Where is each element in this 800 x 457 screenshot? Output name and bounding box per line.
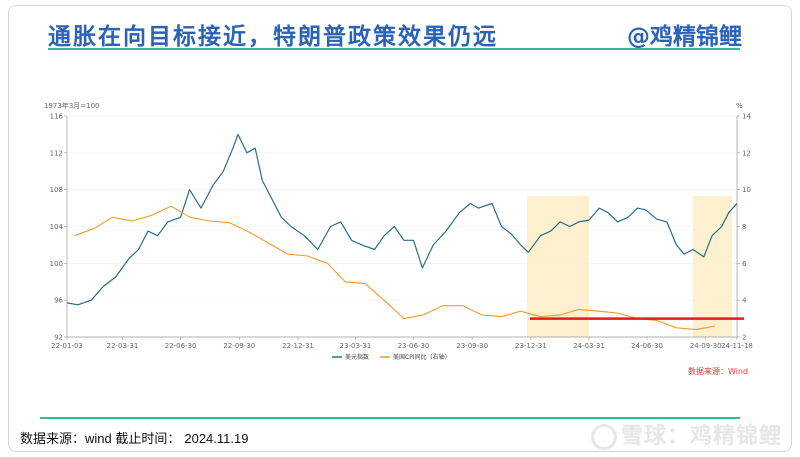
right-tick-label: 14 xyxy=(742,113,751,121)
right-tick-label: 12 xyxy=(742,149,751,157)
x-tick-label: 22-09-30 xyxy=(223,342,255,350)
right-tick-label: 8 xyxy=(742,223,746,231)
legend-label: 美元指数 xyxy=(345,353,369,361)
right-tick-label: 2 xyxy=(742,334,746,342)
title-divider xyxy=(48,48,740,50)
page-title: 通胀在向目标接近，特朗普政策效果仍远 xyxy=(48,24,498,50)
right-tick-label: 4 xyxy=(742,297,747,305)
footer-divider xyxy=(40,417,740,419)
right-tick-label: 6 xyxy=(742,260,747,268)
left-tick-label: 116 xyxy=(50,113,64,121)
axes xyxy=(64,115,740,340)
footer-date: 2024.11.19 xyxy=(184,431,249,446)
right-axis-unit: % xyxy=(736,102,743,110)
highlight-band-1 xyxy=(527,196,589,337)
x-tick-label: 24-09-30 xyxy=(690,342,722,350)
author-handle: @鸡精锦鲤 xyxy=(627,24,742,50)
xueqiu-logo-icon xyxy=(590,424,617,450)
cpi-line xyxy=(74,205,716,331)
x-tick-label: 24-03-31 xyxy=(573,342,605,350)
left-axis-unit: 1973年3月=100 xyxy=(44,101,100,110)
legend-label: 美国CPI同比（右轴） xyxy=(393,353,451,361)
x-tick-label: 24-06-30 xyxy=(631,342,663,350)
x-tick-label: 22-03-31 xyxy=(107,342,139,350)
right-tick-label: 10 xyxy=(742,186,751,194)
series-lines xyxy=(66,133,738,331)
grid-lines xyxy=(67,115,737,338)
left-tick-label: 100 xyxy=(50,260,63,268)
x-tick-label: 23-06-30 xyxy=(398,342,430,350)
dxy-line xyxy=(66,133,738,306)
x-tick-label: 22-06-30 xyxy=(165,342,197,350)
footer-label: 数据来源：wind 截止时间： xyxy=(20,431,181,446)
left-tick-label: 108 xyxy=(50,186,63,194)
chart-source: 数据来源：Wind xyxy=(688,366,748,376)
left-tick-label: 112 xyxy=(50,149,63,157)
legend: 美元指数 美国CPI同比（右轴） xyxy=(332,353,451,361)
x-tick-label: 22-12-31 xyxy=(282,342,314,350)
highlight-bands xyxy=(527,196,732,337)
x-tick-label: 24-11-18 xyxy=(721,342,753,350)
left-tick-label: 104 xyxy=(50,223,64,231)
footer-note: 数据来源：wind 截止时间： 2024.11.19 xyxy=(20,428,248,447)
left-tick-label: 92 xyxy=(54,334,63,342)
watermark-text: 雪球：鸡精锦鲤 xyxy=(620,424,782,449)
x-tick-label: 23-03-31 xyxy=(340,342,372,350)
watermark: 雪球：鸡精锦鲤 xyxy=(590,418,782,450)
left-tick-label: 96 xyxy=(54,297,63,305)
x-tick-label: 23-09-30 xyxy=(456,342,488,350)
card-frame xyxy=(8,5,792,452)
x-tick-label: 22-01-03 xyxy=(51,342,83,350)
x-tick-label: 23-12-31 xyxy=(515,342,547,350)
